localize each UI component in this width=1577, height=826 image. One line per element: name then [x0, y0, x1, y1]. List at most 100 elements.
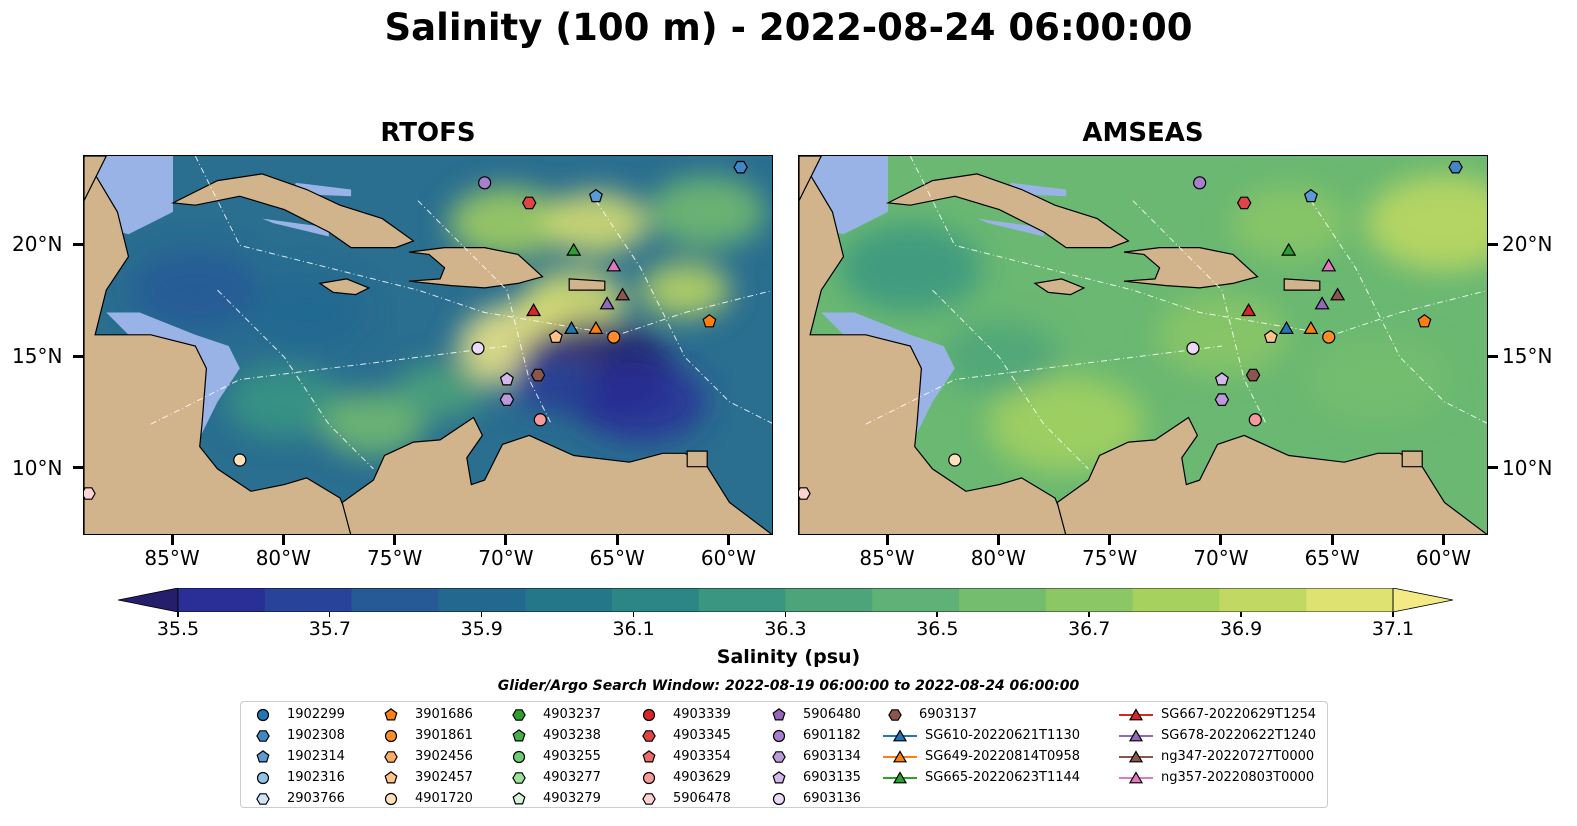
- colorbar-tick: [1392, 612, 1394, 617]
- legend-marker: [892, 750, 908, 763]
- legend-marker: [892, 771, 908, 784]
- lon-tick: [1219, 535, 1223, 545]
- legend-label: 4903629: [673, 770, 731, 785]
- land-jamaica: [318, 278, 371, 296]
- salinity-eddy: [505, 356, 597, 412]
- legend-marker: [256, 771, 270, 785]
- observation-marker: [563, 320, 579, 334]
- lon-tick: [726, 535, 730, 545]
- eez-boundary: [909, 156, 1487, 336]
- colorbar-tick-label: 35.7: [308, 618, 352, 640]
- panel-title-amseas: AMSEAS: [1082, 118, 1204, 148]
- legend-label: 1902299: [287, 707, 345, 722]
- legend-title: Glider/Argo Search Window: 2022-08-19 06…: [497, 678, 1080, 694]
- legend-label: 6903135: [803, 770, 861, 785]
- colorbar-tick: [1240, 612, 1242, 617]
- land-cuba: [885, 173, 1130, 249]
- observation-marker: [1330, 287, 1346, 301]
- eez-boundary: [194, 156, 772, 336]
- colorbar: [118, 588, 1453, 612]
- lat-tick-label: 10°N: [12, 455, 63, 480]
- legend-marker: [256, 750, 270, 763]
- legend-label: ng357-20220803T0000: [1161, 770, 1315, 785]
- observation-marker: [1321, 258, 1337, 272]
- salinity-eddy: [988, 376, 1145, 473]
- observation-marker: [1193, 176, 1207, 190]
- legend-marker-icon: [642, 730, 656, 742]
- observation-marker: [1417, 314, 1432, 328]
- legend-marker: [512, 729, 526, 742]
- observation-marker: [599, 296, 615, 310]
- legend-marker-icon: [883, 750, 917, 763]
- colorbar-segment: [438, 588, 526, 612]
- legend-marker: [1128, 708, 1144, 721]
- observation-marker: [607, 330, 621, 344]
- legend-label: 4903345: [673, 728, 731, 743]
- lon-tick: [885, 535, 889, 545]
- salinity-eddy: [448, 187, 566, 260]
- legend-marker-icon: [642, 793, 656, 805]
- legend-label: 5906478: [673, 791, 731, 806]
- observation-marker: [1303, 320, 1319, 334]
- legend-label: 4903354: [673, 749, 731, 764]
- colorbar-segment: [611, 588, 700, 612]
- lon-tick: [281, 535, 285, 545]
- lon-tick-label: 60°W: [700, 546, 757, 570]
- map-amseas[interactable]: [798, 155, 1488, 535]
- legend-marker-icon: [512, 772, 526, 784]
- lon-tick-label: 75°W: [1081, 546, 1138, 570]
- legend-label: 1902316: [287, 770, 345, 785]
- salinity-eddy: [248, 276, 366, 349]
- legend-marker-icon: [512, 729, 526, 742]
- land-hispaniola: [1123, 246, 1259, 289]
- colorbar-segment: [1132, 588, 1220, 612]
- legend-marker: [772, 751, 786, 763]
- land-yucatan-cap: [84, 156, 107, 201]
- legend-marker-icon: [883, 771, 917, 784]
- observation-marker: [1186, 341, 1200, 355]
- colorbar-tick-label: 36.9: [1219, 618, 1263, 640]
- legend-marker-icon: [883, 729, 917, 742]
- legend-label: 4903279: [543, 791, 601, 806]
- legend-marker-icon: [384, 771, 398, 784]
- lat-tick-label: 15°N: [12, 344, 63, 369]
- observation-marker: [233, 453, 247, 467]
- lon-tick: [996, 535, 1000, 545]
- salinity-eddy: [1306, 335, 1450, 424]
- legend-label: 6903137: [919, 707, 977, 722]
- legend-marker-icon: [1119, 750, 1153, 763]
- observation-marker: [521, 196, 537, 210]
- legend-label: 4903277: [543, 770, 601, 785]
- land-trinidad: [1401, 450, 1423, 468]
- eez-boundary: [1310, 200, 1487, 424]
- legend-marker-icon: [1119, 729, 1153, 742]
- panel-title-rtofs: RTOFS: [380, 118, 476, 148]
- colorbar-segment: [525, 588, 613, 612]
- colorbar-tick-label: 35.5: [156, 618, 200, 640]
- legend-marker-icon: [384, 729, 398, 743]
- legend-label: 6901182: [803, 728, 861, 743]
- colorbar-tick-label: 36.1: [612, 618, 655, 640]
- colorbar-tick: [632, 612, 635, 617]
- eez-boundary: [1132, 200, 1267, 425]
- land-cuba: [170, 173, 415, 249]
- colorbar-segment: [1045, 588, 1134, 612]
- lat-tick: [73, 242, 83, 246]
- shallow-shelf: [977, 218, 1044, 237]
- lon-tick-label: 80°W: [255, 546, 311, 570]
- salinity-eddy: [130, 250, 261, 331]
- map-rtofs[interactable]: [83, 155, 773, 535]
- legend-marker-icon: [256, 730, 270, 742]
- salinity-eddy: [321, 392, 426, 457]
- legend-label: 6903136: [803, 791, 861, 806]
- colorbar-tick-label: 36.3: [764, 618, 807, 640]
- legend-marker-icon: [772, 708, 786, 721]
- land-yucatan-cap: [799, 156, 822, 201]
- observation-marker: [548, 329, 563, 343]
- lon-tick-label: 75°W: [366, 546, 423, 570]
- colorbar-tick: [1088, 612, 1090, 617]
- observation-marker: [606, 258, 622, 272]
- land-trinidad: [686, 450, 708, 468]
- salinity-eddy: [639, 262, 731, 319]
- legend-label: 4901720: [415, 791, 473, 806]
